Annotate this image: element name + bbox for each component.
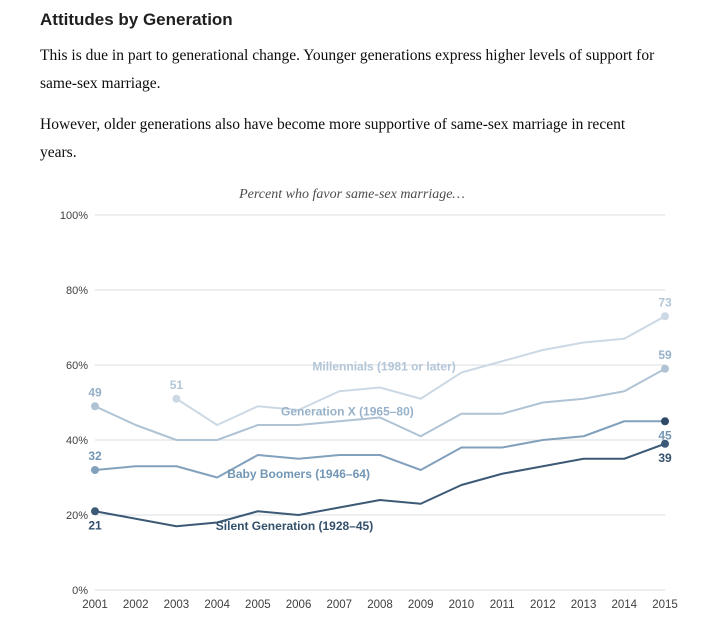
- y-axis-tick-label: 0%: [72, 585, 88, 597]
- series-line: [94, 442, 666, 528]
- series-inline-label: Millennials (1981 or later): [312, 360, 455, 374]
- section-title: Attitudes by Generation: [40, 10, 233, 29]
- chart-title: Percent who favor same-sex marriage…: [239, 187, 465, 202]
- data-point-dot: [661, 364, 669, 373]
- x-axis-tick-label: 2002: [123, 599, 149, 611]
- x-axis-tick-label: 2006: [286, 599, 312, 611]
- series-line: [94, 420, 666, 479]
- data-point-label: 73: [658, 295, 672, 309]
- data-point-dot: [661, 439, 669, 448]
- y-axis-tick-label: 20%: [66, 510, 88, 522]
- x-axis-tick-label: 2001: [82, 599, 108, 611]
- data-point-dot: [661, 417, 669, 426]
- y-axis-tick-label: 40%: [66, 435, 88, 447]
- series-inline-label: Silent Generation (1928–45): [216, 519, 373, 533]
- series-line: [94, 367, 666, 441]
- x-axis-tick-label: 2009: [408, 599, 434, 611]
- data-point-label: 39: [658, 451, 672, 465]
- data-point-dot: [91, 507, 99, 516]
- x-axis-tick-label: 2004: [204, 599, 230, 611]
- x-axis-tick-label: 2013: [571, 599, 597, 611]
- generation-line-chart: 0% 20% 40% 60% 80% 100% 2001 2002 2003 2004 2005 20…: [60, 210, 678, 611]
- x-axis-tick-label: 2007: [326, 599, 352, 611]
- paragraph-2: However, older generations also have bec…: [40, 116, 626, 161]
- y-axis-tick-label: 80%: [66, 285, 88, 297]
- x-axis-tick-label: 2014: [611, 599, 637, 611]
- x-axis-tick-label: 2008: [367, 599, 393, 611]
- x-axis-tick-label: 2003: [164, 599, 190, 611]
- x-axis-tick-label: 2010: [449, 599, 475, 611]
- data-point-dot: [91, 402, 99, 411]
- data-point-label: 32: [88, 449, 102, 463]
- series-line: [175, 315, 666, 426]
- data-point-label: 49: [88, 385, 102, 399]
- series-inline-label: Baby Boomers (1946–64): [227, 467, 370, 481]
- x-axis-tick-label: 2015: [652, 599, 678, 611]
- series-inline-label: Generation X (1965–80): [281, 405, 414, 419]
- data-point-label: 45: [658, 428, 672, 442]
- data-point-label: 21: [88, 518, 102, 532]
- data-point-label: 59: [658, 348, 672, 362]
- y-axis-tick-label: 100%: [60, 210, 88, 222]
- data-point-label: 51: [170, 378, 184, 392]
- x-axis-tick-label: 2012: [530, 599, 556, 611]
- paragraph-1: This is due in part to generational chan…: [40, 47, 655, 92]
- y-axis-tick-label: 60%: [66, 360, 88, 372]
- article-content: Attitudes by Generation This is due in p…: [0, 10, 704, 167]
- data-point-dot: [172, 394, 181, 403]
- x-axis-tick-label: 2005: [245, 599, 271, 611]
- data-point-dot: [661, 312, 669, 321]
- data-point-dot: [91, 466, 99, 474]
- x-axis-tick-label: 2011: [490, 599, 515, 611]
